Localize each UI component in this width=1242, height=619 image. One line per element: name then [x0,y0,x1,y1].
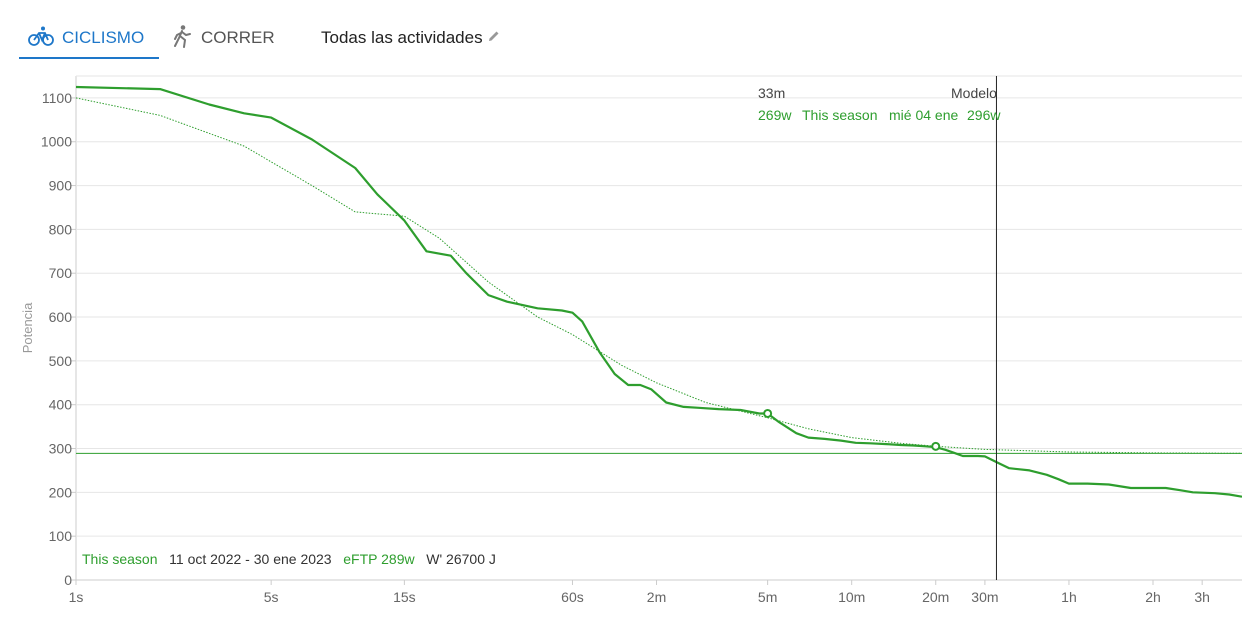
y-tick-label: 1000 [41,134,72,150]
bike-icon [28,25,54,52]
y-tick-label: 300 [49,441,73,457]
runner-icon [171,24,193,53]
x-tick-label: 30m [971,589,998,605]
tooltip-date: mié 04 ene [889,107,958,123]
y-tick-label: 600 [49,309,73,325]
season-series-line [75,85,1242,498]
markers-layer [763,408,941,451]
x-tick-label: 5m [758,589,777,605]
tooltip-series: This season [802,107,877,123]
x-tick-label: 1s [69,589,84,605]
x-tick-label: 10m [838,589,865,605]
x-tick-label: 2h [1145,589,1161,605]
y-axis-title: Potencia [20,302,35,353]
x-tick-label: 3h [1194,589,1210,605]
y-tick-label: 700 [49,265,73,281]
chart-footer: This season 11 oct 2022 - 30 ene 2023 eF… [82,551,496,567]
y-tick-label: 400 [49,397,73,413]
series-layer [75,85,1242,498]
footer-series: This season [82,551,158,567]
footer-wprime: W' 26700 J [426,551,496,567]
data-point-marker[interactable] [931,441,941,451]
x-tick-label: 20m [922,589,949,605]
chart-grid [75,75,1242,581]
activity-tabs: CICLISMO CORRER Todas las actividades [0,0,1242,62]
tooltip: 33m Modelo 269w This season mié 04 ene 2… [758,85,1001,123]
x-tick-label: 15s [393,589,416,605]
activity-filter[interactable]: Todas las actividades [321,28,501,48]
y-tick-label: 0 [64,572,72,588]
pencil-icon[interactable] [487,28,501,48]
tooltip-value: 269w [758,107,792,123]
y-tick-label: 100 [49,528,73,544]
y-tick-label: 800 [49,221,73,237]
x-tick-label: 2m [647,589,666,605]
x-axis-ticks: 1s 5s 15s 60s 2m 5m 10m 20m 30m 1h 2h 3h [69,580,1210,605]
y-tick-label: 1100 [42,90,72,106]
y-tick-label: 200 [49,484,73,500]
footer-range: 11 oct 2022 - 30 ene 2023 [169,551,332,567]
x-tick-label: 1h [1061,589,1077,605]
x-tick-label: 60s [561,589,584,605]
y-tick-label: 500 [49,353,73,369]
data-point-marker[interactable] [763,408,773,418]
tooltip-model-label: Modelo [951,85,997,101]
tab-cycling-label: CICLISMO [62,28,145,47]
y-tick-label: 900 [49,178,73,194]
tooltip-time: 33m [758,85,785,101]
footer-eftp: eFTP 289w [343,551,415,567]
y-axis-ticks: 0 100 200 300 400 500 600 700 800 900 1000 1100 [41,90,76,588]
activity-filter-label: Todas las actividades [321,28,483,47]
tab-running[interactable]: CORRER [171,18,275,58]
active-tab-indicator [19,57,159,59]
model-series-line [75,97,1242,454]
tooltip-model-value: 296w [967,107,1001,123]
tab-cycling[interactable]: CICLISMO [28,18,144,58]
tab-running-label: CORRER [201,28,275,47]
x-tick-label: 5s [264,589,279,605]
